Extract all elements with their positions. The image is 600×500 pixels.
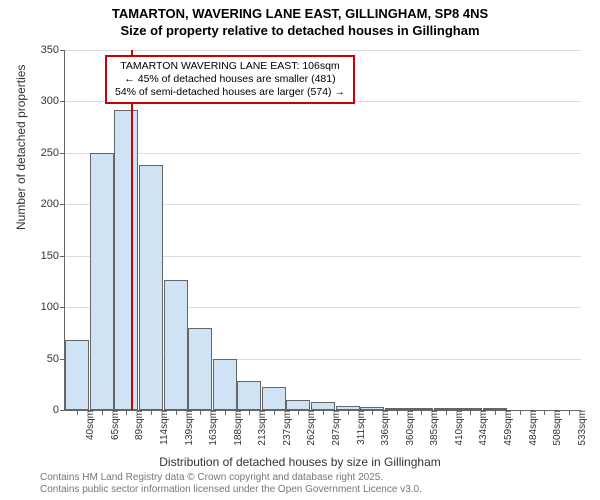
ytick-label: 200 [41,198,65,210]
annotation-callout: TAMARTON WAVERING LANE EAST: 106sqm← 45%… [105,55,355,104]
xtick-mark [372,410,373,415]
xtick-mark [544,410,545,415]
ytick-label: 100 [41,301,65,313]
histogram-bar [311,402,335,410]
histogram-bar [65,340,89,410]
ytick-label: 0 [53,404,65,416]
footer-attribution: Contains HM Land Registry data © Crown c… [40,472,422,496]
xtick-mark [200,410,201,415]
xtick-label: 114sqm [153,410,170,445]
xtick-label: 410sqm [448,410,465,446]
xtick-label: 40sqm [79,410,96,440]
xtick-label: 311sqm [350,410,367,445]
xtick-mark [446,410,447,415]
xtick-mark [520,410,521,415]
x-axis-title: Distribution of detached houses by size … [0,455,600,469]
xtick-label: 434sqm [472,410,489,446]
annotation-line2: ← 45% of detached houses are smaller (48… [115,73,345,86]
xtick-label: 139sqm [178,410,195,446]
histogram-bar [90,153,114,410]
histogram-bar [262,387,286,410]
xtick-mark [151,410,152,415]
gridline [65,50,581,51]
xtick-mark [569,410,570,415]
ytick-label: 50 [47,353,65,365]
histogram-bar [237,381,261,410]
xtick-label: 213sqm [251,410,268,446]
xtick-label: 89sqm [128,410,145,440]
xtick-mark [225,410,226,415]
histogram-bar [139,165,163,410]
y-axis-title: Number of detached properties [14,65,28,230]
histogram-bar [188,328,212,410]
page-title-line2: Size of property relative to detached ho… [0,23,600,40]
annotation-line1: TAMARTON WAVERING LANE EAST: 106sqm [115,60,345,73]
xtick-label: 360sqm [399,410,416,446]
histogram-bar [286,400,310,410]
xtick-label: 287sqm [325,410,342,446]
xtick-label: 65sqm [104,410,121,440]
xtick-mark [348,410,349,415]
ytick-label: 150 [41,250,65,262]
page-title-line1: TAMARTON, WAVERING LANE EAST, GILLINGHAM… [0,6,600,23]
ytick-label: 250 [41,147,65,159]
xtick-mark [102,410,103,415]
histogram-bar [114,110,138,410]
gridline [65,153,581,154]
histogram-bar [164,280,188,410]
xtick-label: 533sqm [571,410,588,446]
xtick-label: 237sqm [276,410,293,446]
annotation-line3: 54% of semi-detached houses are larger (… [115,86,345,99]
xtick-label: 188sqm [227,410,244,446]
ytick-label: 300 [41,95,65,107]
xtick-mark [495,410,496,415]
xtick-label: 262sqm [300,410,317,446]
histogram-chart: 05010015020025030035040sqm65sqm89sqm114s… [64,50,581,411]
xtick-mark [397,410,398,415]
xtick-mark [323,410,324,415]
xtick-label: 459sqm [497,410,514,446]
footer-line1: Contains HM Land Registry data © Crown c… [40,472,422,484]
xtick-label: 336sqm [374,410,391,446]
xtick-label: 508sqm [546,410,563,446]
xtick-label: 163sqm [202,410,219,446]
xtick-label: 385sqm [423,410,440,446]
xtick-mark [274,410,275,415]
xtick-label: 484sqm [522,410,539,446]
histogram-bar [213,359,237,410]
ytick-label: 350 [41,44,65,56]
xtick-mark [176,410,177,415]
footer-line2: Contains public sector information licen… [40,484,422,496]
